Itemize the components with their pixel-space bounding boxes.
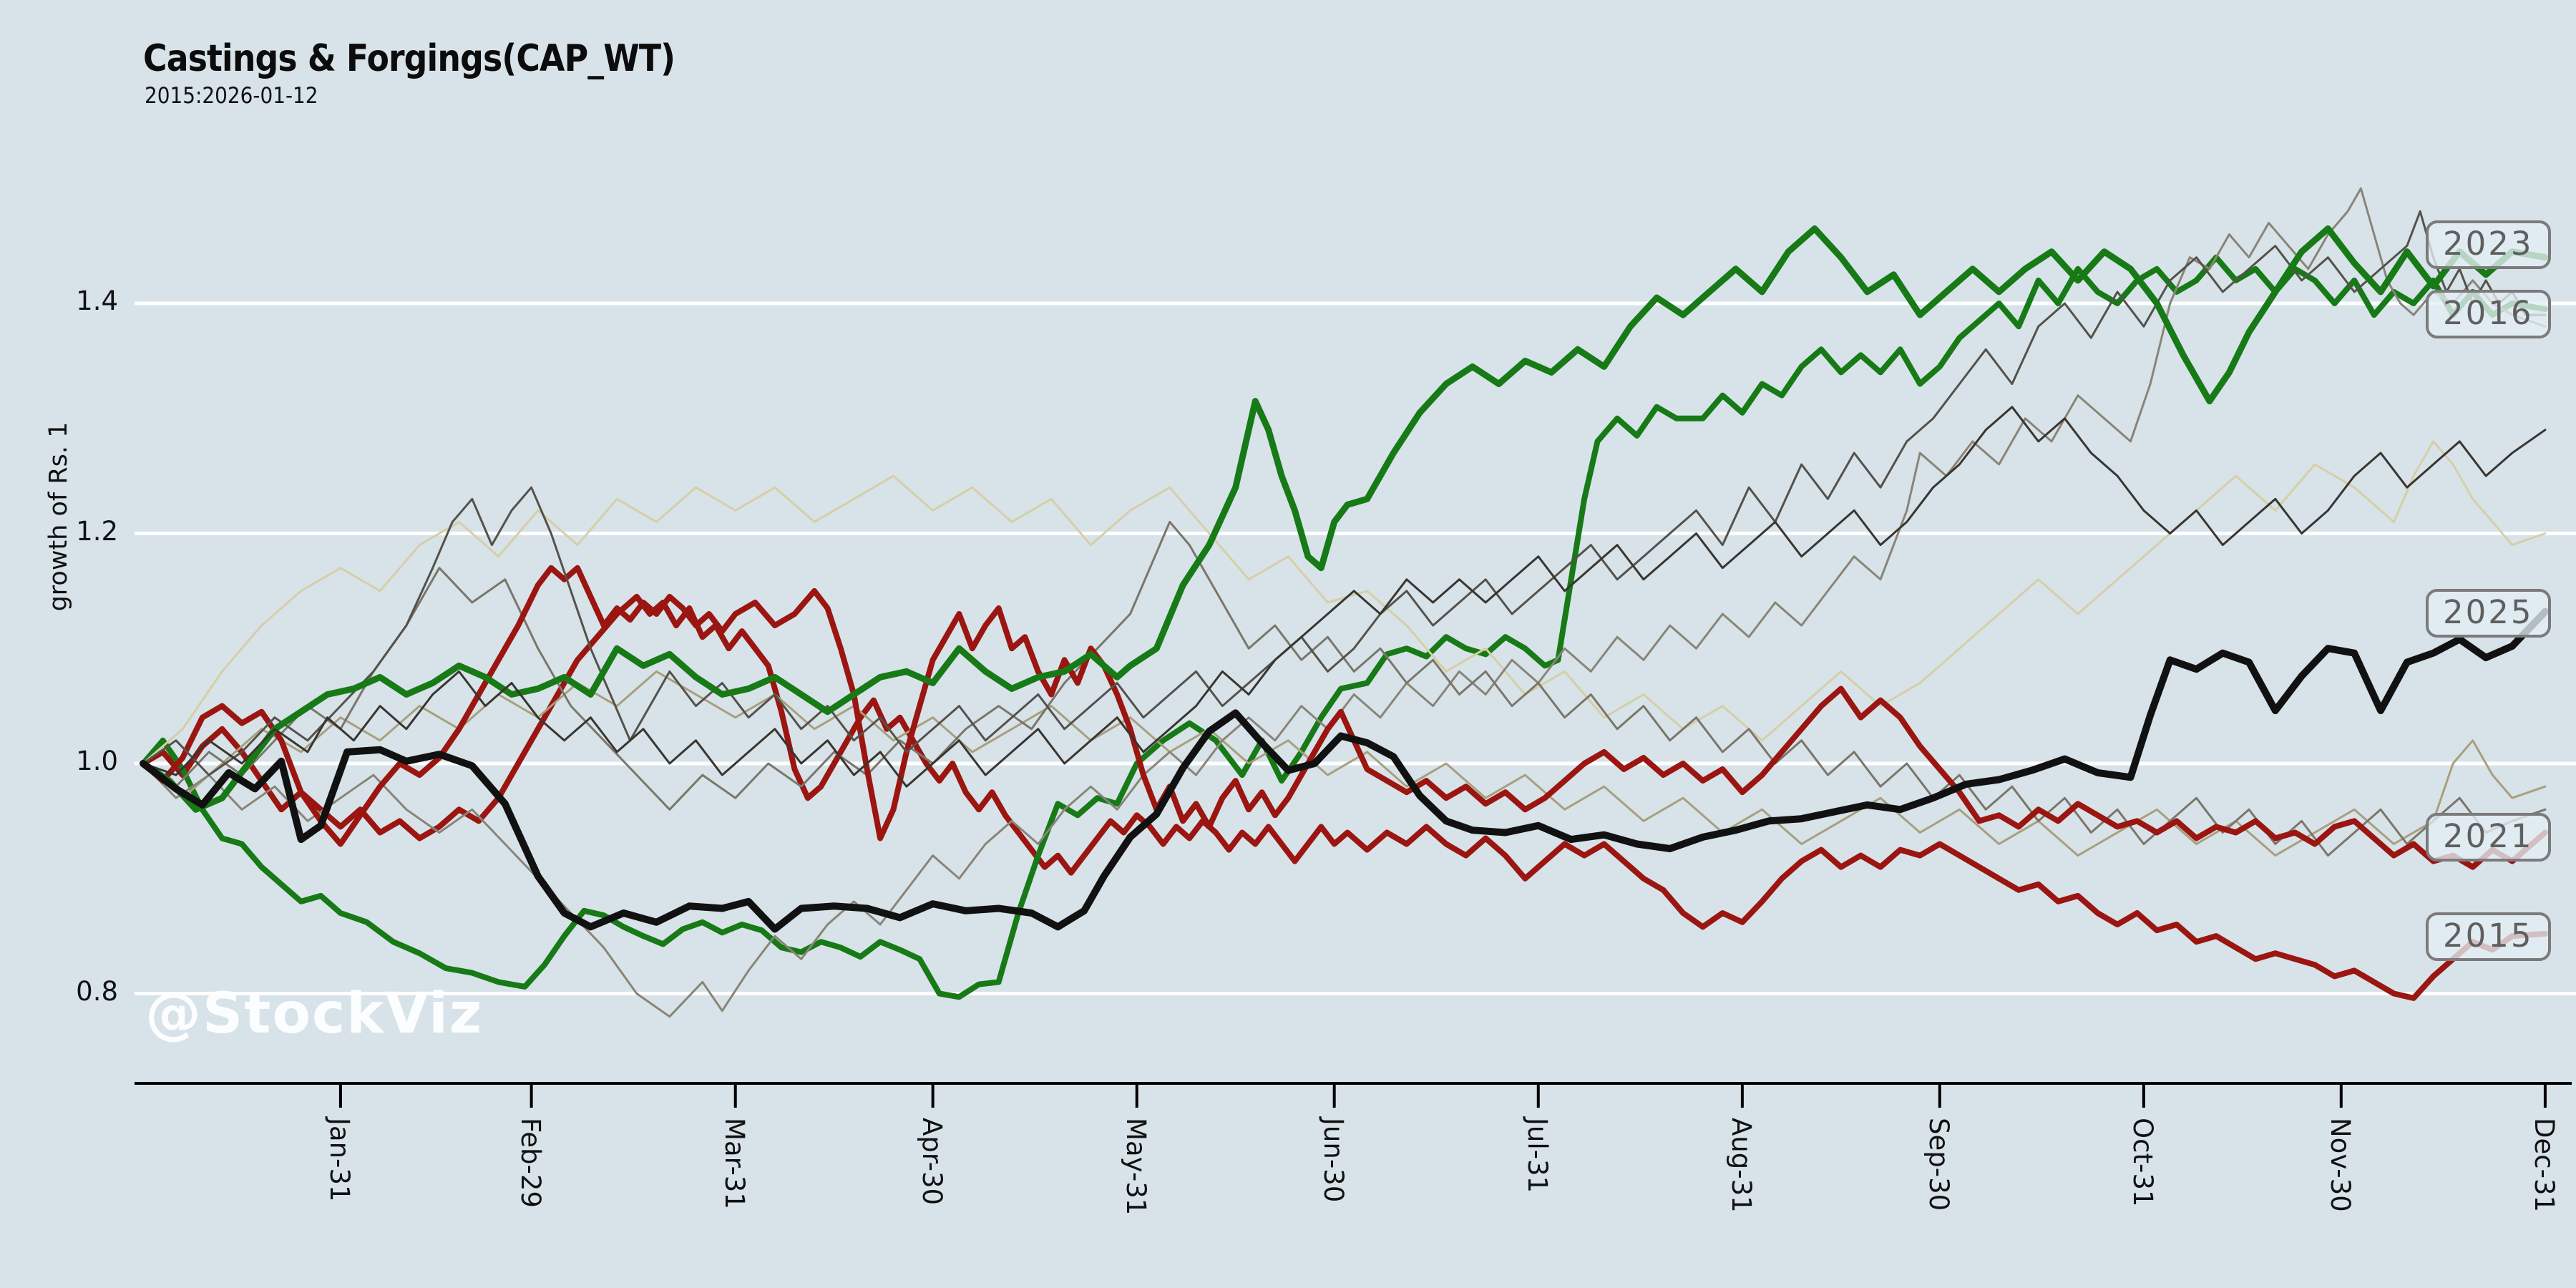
year-label-2021: 2021 [2426,813,2551,862]
x-tick-label-Aug-31: Aug-31 [1725,1118,1757,1213]
chart-subtitle: 2015:2026-01-12 [145,83,318,109]
year-label-2025: 2025 [2426,588,2551,638]
series-line-2017 [142,440,2547,765]
y-tick-label-1.4: 1.4 [76,286,118,316]
series-line-2021 [140,565,2548,870]
x-tick-label-Apr-30: Apr-30 [916,1118,947,1206]
y-tick-label-1.2: 1.2 [76,515,118,547]
series-line-2018 [142,670,2547,857]
year-label-2016: 2016 [2426,289,2551,338]
x-tick-label-Jun-30: Jun-30 [1317,1118,1349,1203]
series-line-2023 [140,225,2549,813]
series-line-2016 [140,254,2548,1000]
year-label-2023: 2023 [2426,220,2551,270]
series-line-2019 [142,187,2547,1018]
stockviz-watermark: @StockViz [145,982,484,1046]
chart-title: Castings & Forgings(CAP_WT) [143,37,675,80]
x-tick-label-Mar-31: Mar-31 [718,1118,750,1209]
x-tick-label-Jul-31: Jul-31 [1521,1118,1553,1194]
series-line-2025 [140,608,2549,933]
x-tick-label-Jan-31: Jan-31 [323,1118,355,1202]
x-tick-label-Sep-30: Sep-30 [1923,1118,1954,1211]
x-tick-label-May-31: May-31 [1120,1118,1151,1216]
year-label-2015: 2015 [2426,912,2551,961]
x-tick-label-Nov-30: Nov-30 [2324,1118,2356,1212]
series-line-2015 [140,593,2548,1001]
x-tick-label-Oct-31: Oct-31 [2127,1118,2158,1207]
x-tick-label-Feb-29: Feb-29 [514,1118,546,1208]
series-line-2024 [142,406,2547,788]
x-tick-label-Dec-31: Dec-31 [2528,1118,2560,1213]
y-tick-label-0.8: 0.8 [76,975,118,1007]
series-line-2022 [142,210,2547,776]
y-tick-label-1.0: 1.0 [76,746,118,776]
